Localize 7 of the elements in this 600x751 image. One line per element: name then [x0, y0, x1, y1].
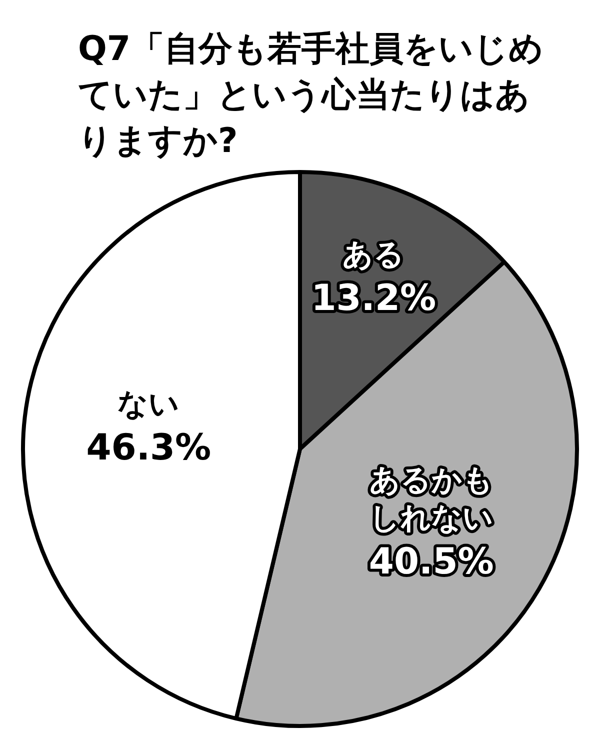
- data-label: 40.5%: [368, 542, 494, 582]
- chart-title: Q7「自分も若手社員をいじめていた」という心当たりはありますか?: [77, 28, 545, 163]
- slice-label: ある: [342, 237, 405, 272]
- data-label: 46.3%: [86, 428, 212, 469]
- data-label: 13.2%: [311, 278, 436, 320]
- slice-label: あるかもしれない: [369, 462, 494, 536]
- slice-label: ない: [118, 387, 180, 422]
